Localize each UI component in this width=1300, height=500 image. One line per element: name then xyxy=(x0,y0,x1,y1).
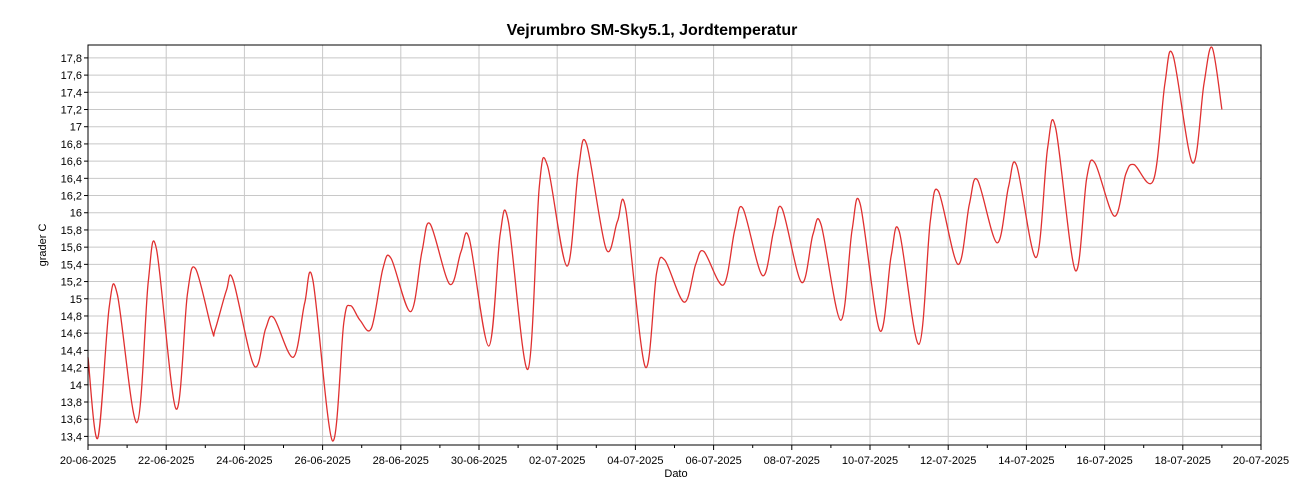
x-tick-label: 18-07-2025 xyxy=(1155,455,1211,467)
x-tick-label: 20-06-2025 xyxy=(60,455,116,467)
y-tick-label: 17 xyxy=(70,122,82,134)
chart-title: Vejrumbro SM-Sky5.1, Jordtemperatur xyxy=(507,22,798,39)
y-tick-label: 17,4 xyxy=(61,87,82,99)
x-tick-label: 12-07-2025 xyxy=(920,455,976,467)
y-tick-label: 14,6 xyxy=(61,328,82,340)
x-tick-label: 10-07-2025 xyxy=(842,455,898,467)
y-tick-label: 16,4 xyxy=(61,173,82,185)
y-tick-label: 15 xyxy=(70,294,82,306)
x-axis-label: Dato xyxy=(664,468,687,480)
y-tick-label: 17,6 xyxy=(61,70,82,82)
y-tick-label: 16,8 xyxy=(61,139,82,151)
x-axis-ticks: 20-06-2025 22-06-2025 24-06-2025 26-06-2025… xyxy=(60,445,1289,467)
y-tick-label: 17,8 xyxy=(61,53,82,65)
y-axis-label: grader C xyxy=(37,224,49,267)
grid-lines xyxy=(87,45,1262,445)
x-tick-label: 20-07-2025 xyxy=(1233,455,1289,467)
y-tick-label: 16,6 xyxy=(61,156,82,168)
x-tick-label: 16-07-2025 xyxy=(1076,455,1132,467)
x-tick-label: 30-06-2025 xyxy=(451,455,507,467)
y-tick-label: 15,2 xyxy=(61,277,82,289)
y-tick-label: 16,2 xyxy=(61,191,82,203)
x-tick-label: 04-07-2025 xyxy=(607,455,663,467)
y-tick-label: 16 xyxy=(70,208,82,220)
x-tick-label: 26-06-2025 xyxy=(294,455,350,467)
y-tick-label: 17,2 xyxy=(61,105,82,117)
y-axis-ticks: 13,4 13,6 13,8 14 14,2 14,4 14,6 14,8 15 15,2 15,4… xyxy=(61,53,88,443)
y-tick-label: 14,4 xyxy=(61,345,82,357)
y-tick-label: 14,2 xyxy=(61,363,82,375)
y-tick-label: 15,4 xyxy=(61,259,82,271)
y-tick-label: 15,6 xyxy=(61,242,82,254)
series-layer xyxy=(87,46,1223,442)
x-tick-label: 08-07-2025 xyxy=(764,455,820,467)
x-tick-label: 22-06-2025 xyxy=(138,455,194,467)
x-tick-label: 24-06-2025 xyxy=(216,455,272,467)
y-tick-label: 13,4 xyxy=(61,431,82,443)
y-tick-label: 14 xyxy=(70,380,82,392)
y-tick-label: 14,8 xyxy=(61,311,82,323)
y-tick-label: 15,8 xyxy=(61,225,82,237)
x-tick-label: 14-07-2025 xyxy=(998,455,1054,467)
temperature-series-line xyxy=(87,46,1223,442)
y-tick-label: 13,6 xyxy=(61,414,82,426)
x-tick-label: 06-07-2025 xyxy=(685,455,741,467)
x-tick-label: 02-07-2025 xyxy=(529,455,585,467)
x-tick-label: 28-06-2025 xyxy=(373,455,429,467)
y-tick-label: 13,8 xyxy=(61,397,82,409)
